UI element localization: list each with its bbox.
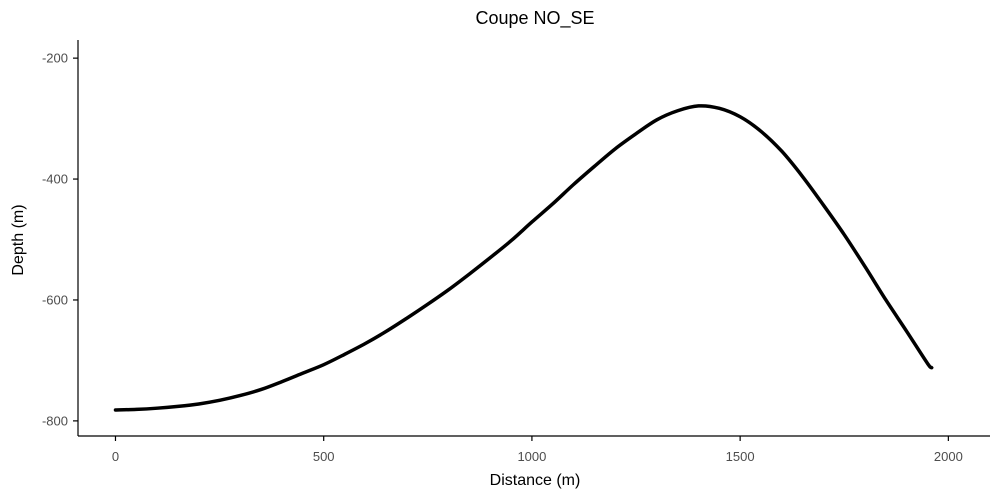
x-tick-label: 1000	[517, 449, 546, 464]
chart-title: Coupe NO_SE	[475, 8, 594, 29]
x-tick-label: 0	[112, 449, 119, 464]
y-axis-label: Depth (m)	[10, 204, 27, 275]
x-tick-label: 1500	[726, 449, 755, 464]
x-axis-label: Distance (m)	[490, 472, 581, 489]
y-tick-label: -600	[42, 292, 68, 307]
y-tick-label: -200	[42, 51, 68, 66]
series-layer	[113, 104, 934, 412]
depth-profile-line	[113, 104, 934, 412]
axes: 0 500 1000 1500 2000 -200 -400 -600 -800	[42, 40, 990, 464]
y-tick-label: -800	[42, 413, 68, 428]
x-tick-label: 2000	[934, 449, 963, 464]
y-tick-label: -400	[42, 172, 68, 187]
x-tick-label: 500	[313, 449, 335, 464]
